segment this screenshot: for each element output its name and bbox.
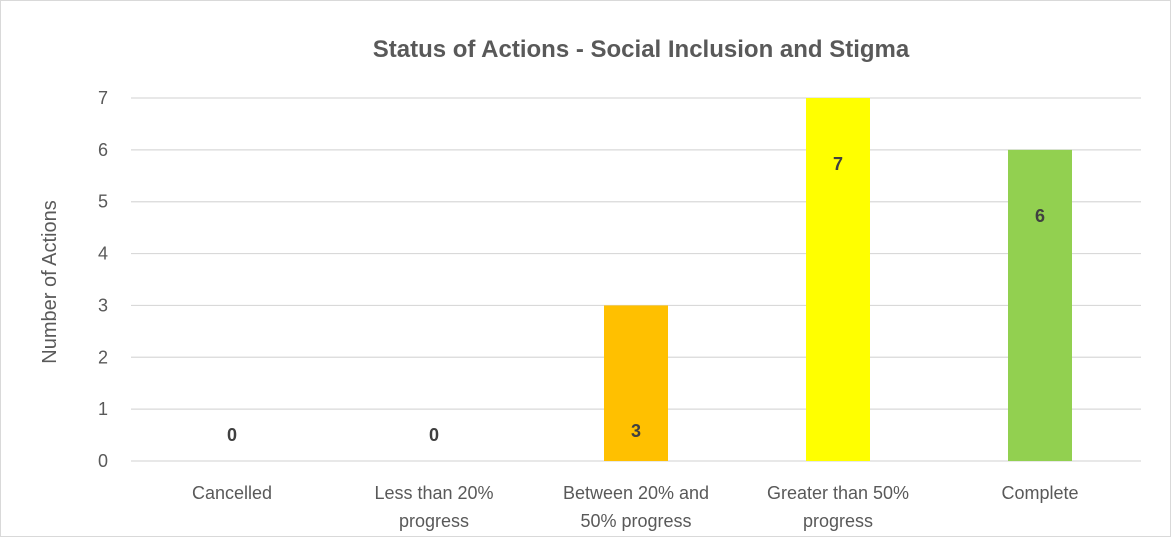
data-label-2: 3 — [631, 421, 641, 441]
category-label-0-line-0: Cancelled — [192, 483, 272, 503]
data-label-4: 6 — [1035, 206, 1045, 226]
category-label-1-line-1: progress — [399, 511, 469, 531]
data-label-1: 0 — [429, 425, 439, 445]
chart-title: Status of Actions - Social Inclusion and… — [373, 36, 910, 63]
y-axis-ticks: 0 1 2 3 4 5 6 7 — [98, 88, 108, 471]
category-label-3-line-1: progress — [803, 511, 873, 531]
x-axis-categories: Cancelled Less than 20% progress Between 20… — [192, 483, 1079, 531]
category-label-2-line-0: Between 20% and — [563, 483, 709, 503]
category-label-1-line-0: Less than 20% — [374, 483, 493, 503]
y-tick-label-0: 0 — [98, 451, 108, 471]
category-label-3-line-0: Greater than 50% — [767, 483, 909, 503]
bar-2 — [604, 305, 668, 461]
y-tick-label-7: 7 — [98, 88, 108, 108]
category-label-4-line-0: Complete — [1001, 483, 1078, 503]
category-label-2-line-1: 50% progress — [580, 511, 691, 531]
bars — [604, 98, 1072, 461]
y-tick-label-4: 4 — [98, 244, 108, 264]
data-label-3: 7 — [833, 154, 843, 174]
y-tick-label-6: 6 — [98, 140, 108, 160]
bar-3 — [806, 98, 870, 461]
y-tick-label-5: 5 — [98, 192, 108, 212]
data-labels: 0 0 3 7 6 — [227, 154, 1045, 445]
y-tick-label-2: 2 — [98, 347, 108, 367]
y-axis-title: Number of Actions — [39, 200, 61, 363]
data-label-0: 0 — [227, 425, 237, 445]
y-tick-label-1: 1 — [98, 399, 108, 419]
y-tick-label-3: 3 — [98, 295, 108, 315]
bar-4 — [1008, 149, 1072, 461]
